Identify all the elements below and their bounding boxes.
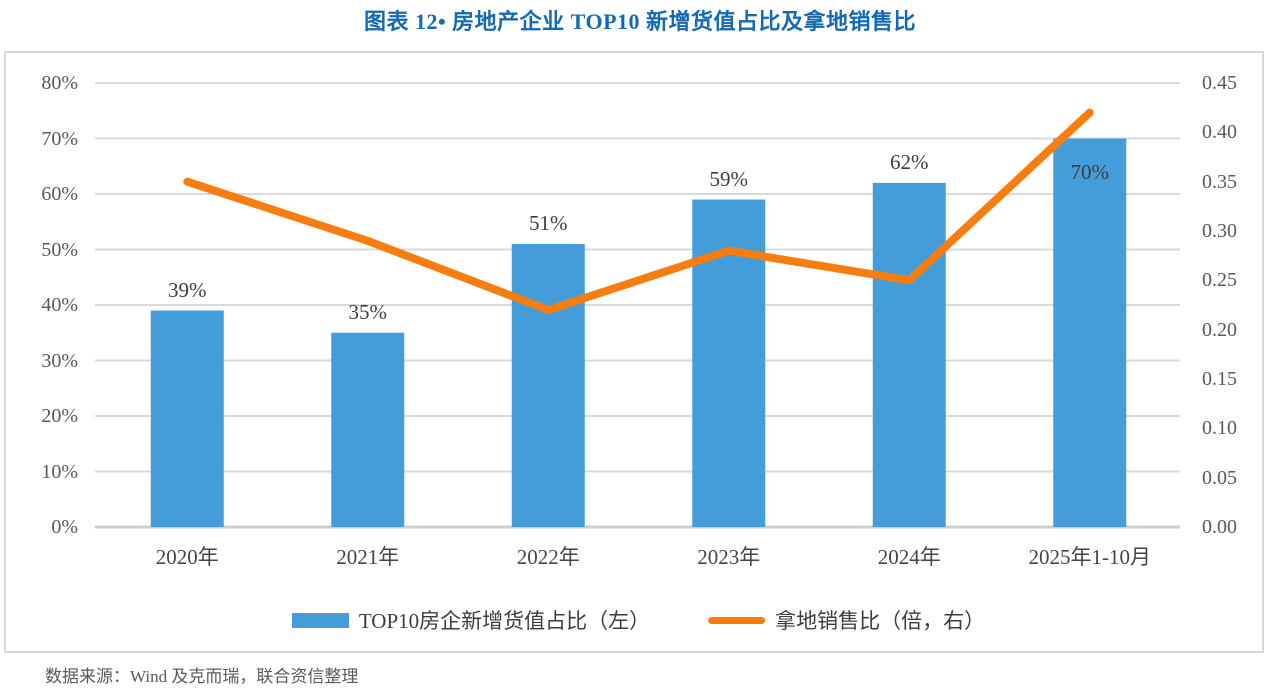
data-source-note: 数据来源：Wind 及克而瑞，联合资信整理 <box>45 667 359 686</box>
bar-2021年 <box>331 332 405 527</box>
right-axis-tick: 0.25 <box>1202 269 1237 292</box>
legend-item-line-series: 拿地销售比（倍，右） <box>708 605 985 635</box>
bar-value-label: 39% <box>168 277 207 302</box>
bar-2022年 <box>511 243 585 527</box>
bar-value-label: 51% <box>529 210 568 235</box>
x-axis-label: 2025年1-10月 <box>1028 545 1152 569</box>
right-axis-tick: 0.05 <box>1202 466 1237 489</box>
right-axis-tick: 0.10 <box>1202 417 1237 440</box>
left-axis-tick: 60% <box>41 183 78 205</box>
right-axis-tick: 0.45 <box>1202 72 1237 94</box>
bar-2025年1-10月 <box>1053 138 1127 527</box>
chart-legend: TOP10房企新增货值占比（左） 拿地销售比（倍，右） <box>97 603 1180 637</box>
bar-value-label: 62% <box>890 149 929 174</box>
left-axis-tick: 50% <box>41 238 78 261</box>
right-axis-tick: 0.15 <box>1202 368 1237 390</box>
legend-item-bar-series: TOP10房企新增货值占比（左） <box>291 605 651 635</box>
x-axis-label: 2024年 <box>877 545 941 569</box>
x-axis-label: 2021年 <box>336 545 400 569</box>
line-series-label: 拿地销售比（倍，右） <box>775 609 986 633</box>
left-axis-tick: 30% <box>41 349 78 372</box>
bar-2020年 <box>150 310 224 527</box>
line-series-swatch <box>708 616 766 624</box>
line-series-path <box>183 108 1094 314</box>
right-axis-tick: 0.30 <box>1202 220 1237 242</box>
bar-value-label: 35% <box>348 299 388 324</box>
bar-2024年 <box>872 182 946 527</box>
x-axis-label: 2020年 <box>155 545 219 569</box>
x-axis-label: 2023年 <box>697 545 761 569</box>
bar-value-label: 70% <box>1070 159 1110 184</box>
left-axis-tick: 0% <box>51 516 78 538</box>
left-axis-tick: 20% <box>41 405 78 427</box>
right-axis-tick: 0.20 <box>1202 318 1237 341</box>
right-axis-tick: 0.35 <box>1202 170 1237 193</box>
left-axis-tick: 40% <box>41 294 78 316</box>
bar-series-swatch <box>291 612 349 628</box>
left-axis-tick: 70% <box>41 127 78 150</box>
right-axis-tick: 0.40 <box>1202 121 1237 144</box>
bar-value-label: 59% <box>709 166 749 191</box>
x-axis-label: 2022年 <box>516 545 580 569</box>
bar-series-label: TOP10房企新增货值占比（左） <box>358 609 651 633</box>
right-axis-tick: 0.00 <box>1202 516 1237 538</box>
left-axis-tick: 80% <box>41 72 78 94</box>
chart-title: 图表 12• 房地产企业 TOP10 新增货值占比及拿地销售比 <box>363 9 917 34</box>
left-axis-tick: 10% <box>41 460 78 483</box>
